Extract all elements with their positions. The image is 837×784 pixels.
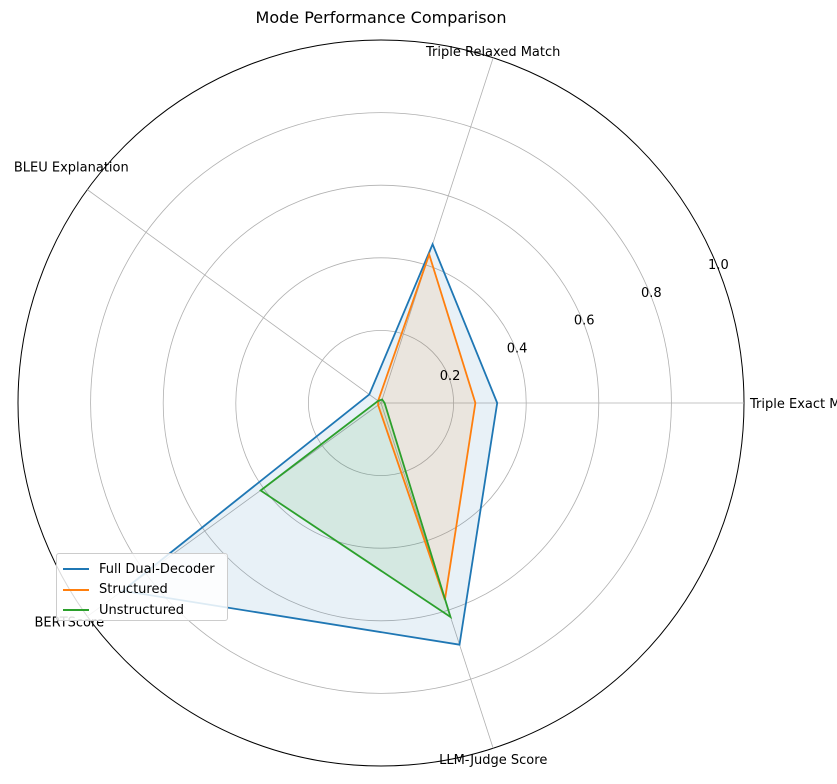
- series-line-0: [120, 241, 499, 646]
- radial-tick-label: 0.2: [440, 369, 461, 384]
- legend-label: Full Dual-Decoder: [99, 561, 215, 577]
- series-line-2: [259, 398, 453, 620]
- category-label: BLEU Explanation: [14, 161, 129, 176]
- axis-labels: 0.2 0.4 0.6 0.8 1.0 Triple Exact Match Triple …: [14, 45, 837, 768]
- legend-swatch: [63, 609, 89, 612]
- radial-tick-label: 0.4: [507, 341, 528, 356]
- grid-spoke: [380, 57, 494, 404]
- legend-label: Unstructured: [99, 602, 185, 618]
- series-fill-0: [122, 244, 498, 645]
- series-fill-2: [260, 399, 451, 617]
- chart-title: Mode Performance Comparison: [256, 8, 507, 27]
- legend-swatch: [63, 588, 89, 591]
- series-fill-1: [378, 254, 476, 600]
- legend-item: Unstructured: [63, 600, 227, 621]
- radial-tick-label: 1.0: [708, 258, 729, 273]
- grid-spoke: [87, 189, 382, 404]
- series-line-1: [377, 251, 477, 601]
- category-label: LLM-Judge Score: [439, 753, 547, 768]
- legend-swatch: [63, 568, 89, 571]
- legend-label: Structured: [99, 582, 168, 598]
- category-label: Triple Exact Match: [749, 397, 837, 412]
- legend-item: Full Dual-Decoder: [63, 559, 227, 580]
- radial-tick-label: 0.8: [641, 286, 662, 301]
- category-label: Triple Relaxed Match: [425, 45, 560, 60]
- legend-item: Structured: [63, 580, 227, 601]
- series-layer: [120, 241, 499, 646]
- radial-tick-label: 0.6: [574, 314, 595, 329]
- legend: Full Dual-Decoder Structured Unstructured: [56, 553, 228, 621]
